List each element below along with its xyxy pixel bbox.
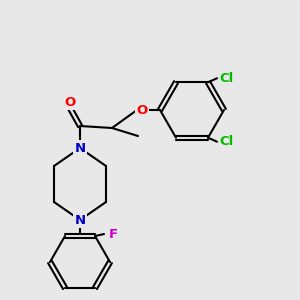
Text: O: O <box>64 95 76 109</box>
Text: N: N <box>74 142 86 154</box>
Text: N: N <box>74 214 86 226</box>
Text: Cl: Cl <box>219 72 233 85</box>
Text: Cl: Cl <box>219 135 233 148</box>
Text: F: F <box>108 227 118 241</box>
Text: O: O <box>136 103 148 116</box>
